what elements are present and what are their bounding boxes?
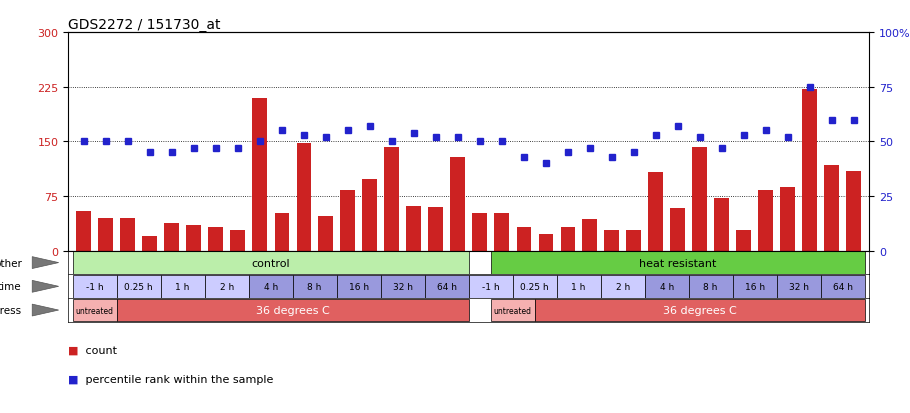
Text: other: other [0, 258, 22, 268]
Text: percentile rank within the sample: percentile rank within the sample [82, 374, 273, 384]
Text: ■: ■ [68, 345, 79, 355]
Text: 16 h: 16 h [744, 282, 764, 291]
Bar [472, 213, 487, 251]
Text: untreated: untreated [76, 306, 114, 315]
Bar [450, 158, 465, 251]
Bar [187, 225, 201, 251]
Bar [385, 147, 399, 251]
Text: 8 h: 8 h [308, 282, 322, 291]
Bar [318, 216, 333, 251]
Text: untreated: untreated [493, 306, 531, 315]
Bar [689, 275, 733, 298]
Bar [73, 252, 469, 274]
Bar [733, 275, 776, 298]
Bar [781, 187, 794, 251]
Bar [76, 211, 91, 251]
Bar [626, 231, 641, 251]
Bar [248, 275, 293, 298]
Text: 32 h: 32 h [789, 282, 809, 291]
Bar [671, 209, 685, 251]
Bar [714, 199, 729, 251]
Text: 8 h: 8 h [703, 282, 718, 291]
Bar [693, 148, 707, 251]
Bar [429, 207, 443, 251]
Bar [297, 144, 311, 251]
Bar [557, 275, 601, 298]
Text: control: control [251, 258, 290, 268]
Text: 1 h: 1 h [571, 282, 586, 291]
Polygon shape [32, 281, 58, 292]
Polygon shape [32, 304, 58, 316]
Bar [469, 275, 512, 298]
Text: 64 h: 64 h [833, 282, 853, 291]
Bar [604, 231, 619, 251]
Bar [425, 275, 469, 298]
Text: 36 degrees C: 36 degrees C [662, 305, 736, 315]
Bar [116, 299, 469, 322]
Text: stress: stress [0, 305, 22, 315]
Bar [601, 275, 644, 298]
Text: 1 h: 1 h [176, 282, 190, 291]
Bar [736, 231, 751, 251]
Text: GDS2272 / 151730_at: GDS2272 / 151730_at [68, 18, 221, 32]
Bar [512, 275, 557, 298]
Bar [517, 227, 531, 251]
Text: ■: ■ [68, 374, 79, 384]
Polygon shape [32, 257, 58, 269]
Bar [293, 275, 337, 298]
Bar [582, 220, 597, 251]
Bar [230, 231, 245, 251]
Bar [539, 235, 552, 251]
Text: 2 h: 2 h [615, 282, 630, 291]
Bar [165, 223, 178, 251]
Bar [561, 227, 575, 251]
Bar [98, 218, 113, 251]
Text: 64 h: 64 h [437, 282, 457, 291]
Bar [824, 165, 839, 251]
Bar [120, 218, 135, 251]
Bar [649, 173, 662, 251]
Bar [803, 90, 817, 251]
Bar [73, 275, 116, 298]
Bar [208, 227, 223, 251]
Bar [252, 98, 267, 251]
Bar [340, 191, 355, 251]
Bar [846, 171, 861, 251]
Bar [275, 213, 288, 251]
Bar [407, 206, 420, 251]
Text: 16 h: 16 h [349, 282, 369, 291]
Bar [380, 275, 425, 298]
Bar [73, 299, 116, 322]
Bar [205, 275, 248, 298]
Bar [490, 299, 535, 322]
Bar [143, 237, 157, 251]
Bar [535, 299, 864, 322]
Bar [644, 275, 689, 298]
Text: 32 h: 32 h [392, 282, 412, 291]
Bar [337, 275, 380, 298]
Bar [116, 275, 161, 298]
Bar [490, 252, 864, 274]
Text: -1 h: -1 h [86, 282, 104, 291]
Text: heat resistant: heat resistant [639, 258, 716, 268]
Text: 36 degrees C: 36 degrees C [256, 305, 329, 315]
Bar [759, 191, 773, 251]
Text: 4 h: 4 h [264, 282, 278, 291]
Text: 0.25 h: 0.25 h [125, 282, 153, 291]
Text: 0.25 h: 0.25 h [521, 282, 549, 291]
Text: time: time [0, 282, 22, 292]
Bar [362, 180, 377, 251]
Text: 4 h: 4 h [660, 282, 673, 291]
Bar [821, 275, 864, 298]
Bar [776, 275, 821, 298]
Text: 2 h: 2 h [219, 282, 234, 291]
Bar [494, 213, 509, 251]
Bar [161, 275, 205, 298]
Text: count: count [82, 345, 116, 355]
Text: -1 h: -1 h [481, 282, 500, 291]
